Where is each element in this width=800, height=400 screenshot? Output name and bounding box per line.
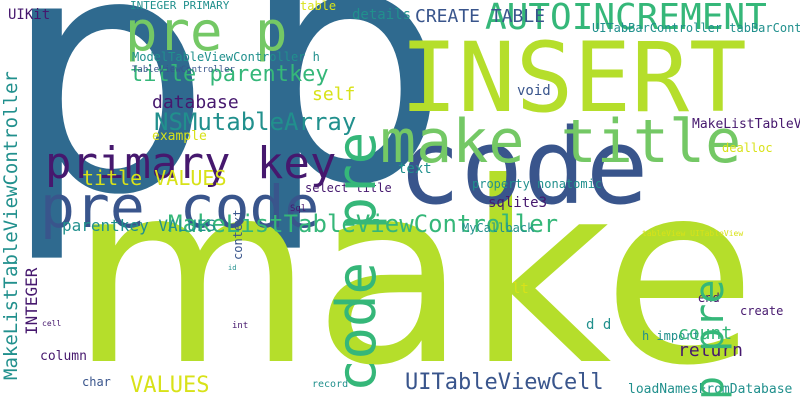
word-int: char (82, 375, 111, 389)
word-tableView-UITableView: id (228, 264, 237, 272)
word-property-nonatomic: Sql (290, 204, 307, 214)
word-INTEGER: title VALUES (82, 166, 227, 190)
word-AUTOINCREMENT: AUTOINCREMENT (485, 0, 767, 38)
word-record: cell (42, 319, 62, 328)
word-p-pre: p pre (687, 279, 733, 400)
word-TableViewController: ModelTableViewController h (132, 50, 320, 64)
word-cell: column (40, 349, 87, 364)
word-lt: property nonatomic (472, 177, 603, 191)
word-return: title parentkey (130, 62, 329, 87)
word-make-title: make title (380, 107, 742, 177)
word-import-ModelTableViewController: tableView UITableView (642, 229, 744, 238)
word-dealloc: MakeListTableViewController h (692, 117, 800, 132)
word-p-2: p (240, 0, 450, 257)
word-count: CREATE TABLE (415, 6, 546, 27)
word-id: example (152, 129, 207, 144)
word-end: context (231, 209, 245, 260)
word-UITabBarController: TableViewController (132, 65, 235, 75)
word-MyCallback: dealloc (722, 141, 773, 155)
word-void: self (312, 84, 356, 105)
word-database: NSMutableArray (154, 108, 357, 136)
word-code-pre: code pre (325, 131, 388, 392)
word-UIKit: table (300, 0, 337, 13)
word-table: details (352, 7, 412, 23)
word-d-d: lt (512, 281, 529, 297)
word-INTEGER-PRIMARY: UIKit (8, 7, 51, 23)
word-pre-code: pre code (40, 173, 320, 241)
word-primary-key: primary key (45, 138, 337, 189)
word-INSERT: INSERT (400, 22, 747, 134)
word-p: p (2, 0, 212, 267)
word-ModelTableViewController-h: INTEGER PRIMARY (130, 0, 230, 12)
word-title-parentkey: INTEGER (22, 267, 41, 335)
word-VALUES: database (152, 92, 239, 113)
word-example: int (232, 321, 249, 331)
word-code: code (398, 106, 649, 228)
word-char: end (698, 291, 720, 305)
word-h-import: return (678, 340, 744, 361)
word-column: create (740, 304, 784, 318)
word-self: count (678, 323, 733, 344)
word-MakeListTableViewController-h: UITabBarController tabBarController (592, 21, 800, 35)
word-Sql: select title (305, 181, 392, 195)
word-text: sqlite3 (488, 195, 548, 211)
word-MakeListTableViewController: MakeListTableViewController (0, 71, 22, 380)
word-NSMutableArray: UITableViewCell (405, 370, 604, 395)
word-CREATE-TABLE: loadNamesFromDatabase (628, 382, 793, 397)
word-select-title: MyCallback (462, 221, 535, 235)
word-pre-p: pre p (125, 0, 288, 63)
word-UITableViewCell: MakeListTableViewController (168, 210, 559, 238)
word-details: parentkey VALUES (62, 216, 217, 235)
word-parentkey-VALUES: text (398, 161, 432, 177)
word-make: make (70, 129, 757, 400)
word-loadNamesFromDatabase: h import (642, 329, 700, 343)
word-title-VALUES: VALUES (130, 373, 210, 398)
word-context: record (312, 379, 349, 390)
word-sqlite3: void (517, 83, 551, 99)
word-create: d d (586, 317, 612, 333)
